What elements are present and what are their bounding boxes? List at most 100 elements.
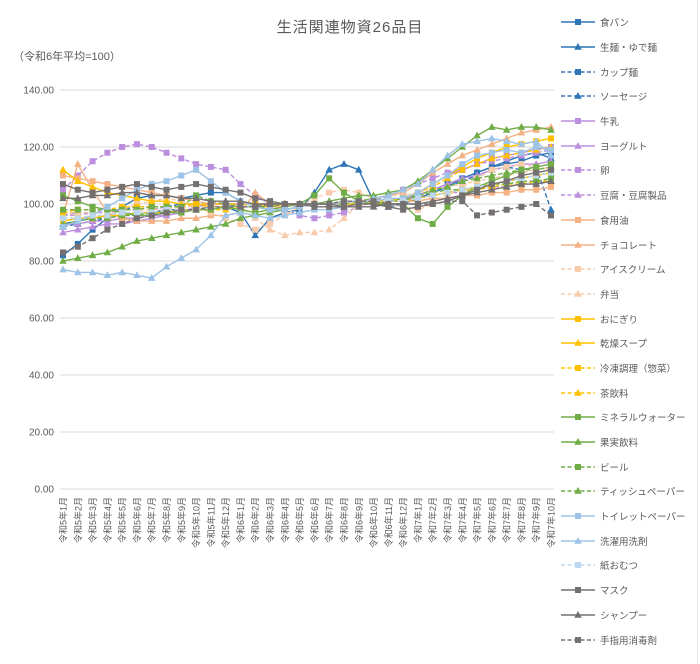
legend-marker-icon — [561, 513, 595, 520]
data-point-triangle — [532, 123, 541, 130]
data-point-square — [488, 166, 495, 173]
x-tick-label: 令和6年7月 — [324, 497, 335, 543]
data-point-triangle — [103, 219, 112, 227]
data-point-square — [207, 189, 214, 196]
data-point-square — [575, 19, 581, 26]
x-tick-label: 令和7年1月 — [412, 497, 423, 543]
data-point-triangle — [59, 194, 67, 202]
data-point-square — [104, 226, 111, 233]
data-point-triangle — [458, 191, 467, 199]
data-point-square — [503, 189, 510, 196]
data-point-square — [459, 161, 466, 168]
legend-marker-icon — [561, 315, 595, 322]
data-point-square — [104, 212, 111, 219]
x-tick-label: 令和6年6月 — [309, 497, 320, 543]
x-tick-label: 令和7年2月 — [427, 497, 438, 543]
data-point-square — [148, 203, 155, 210]
legend-marker-icon — [561, 487, 595, 495]
data-point-triangle — [73, 225, 82, 233]
legend-label: アイスクリーム — [600, 265, 666, 277]
legend-marker-icon — [561, 562, 595, 569]
data-point-square — [163, 209, 170, 216]
data-point-square — [237, 181, 244, 188]
data-point-square — [326, 175, 333, 182]
data-point-square — [119, 220, 126, 227]
data-point-triangle — [443, 151, 452, 159]
x-tick-label: 令和7年5月 — [472, 497, 483, 543]
data-point-square — [488, 189, 495, 196]
data-point-triangle — [488, 154, 496, 162]
data-point-triangle — [574, 191, 582, 198]
data-point-square — [575, 364, 581, 371]
x-tick-label: 令和6年8月 — [338, 497, 349, 543]
data-point-triangle — [147, 197, 156, 204]
data-point-triangle — [488, 134, 496, 142]
legend-item-乾燥スープ: 乾燥スープ — [560, 331, 698, 356]
data-point-triangle — [73, 194, 82, 202]
data-point-triangle — [574, 141, 582, 149]
data-point-triangle — [574, 289, 582, 297]
data-point-square — [503, 163, 510, 170]
data-point-square — [222, 215, 229, 222]
data-point-triangle — [384, 191, 393, 199]
data-point-triangle — [266, 214, 274, 222]
legend-label: 洗濯用洗剤 — [600, 536, 648, 548]
legend-label: 生麺・ゆで麺 — [600, 43, 658, 55]
series-line — [62, 200, 552, 254]
legend-marker-icon — [561, 636, 595, 643]
data-point-square — [252, 226, 259, 233]
data-point-square — [60, 181, 66, 188]
x-tick-label: 令和6年10月 — [368, 497, 379, 548]
data-point-triangle — [443, 160, 452, 167]
x-tick-label: 令和7年7月 — [501, 497, 512, 543]
legend-label: ミネラルウォーター — [600, 413, 686, 425]
legend-label: ビール — [600, 462, 629, 474]
legend-item-卵: 卵 — [560, 158, 698, 183]
y-tick-label: 0.00 — [35, 485, 55, 496]
data-point-square — [474, 192, 481, 199]
data-point-triangle — [502, 137, 511, 145]
data-point-square — [74, 206, 81, 213]
data-point-square — [237, 203, 244, 210]
data-point-square — [133, 141, 140, 148]
data-point-triangle — [147, 191, 156, 199]
legend-item-チョコレート: チョコレート — [560, 232, 698, 257]
data-point-triangle — [251, 211, 260, 219]
data-point-square — [533, 201, 540, 207]
data-point-square — [222, 166, 229, 173]
legend-item-シャンプー: シャンプー — [560, 603, 698, 628]
data-point-square — [503, 206, 510, 213]
data-point-square — [104, 181, 111, 188]
data-point-triangle — [103, 248, 112, 256]
data-point-square — [518, 149, 525, 156]
data-point-triangle — [399, 185, 407, 193]
data-point-square — [163, 178, 170, 185]
data-point-square — [488, 149, 495, 156]
data-point-square — [340, 189, 347, 196]
data-point-square — [60, 172, 66, 179]
data-point-square — [518, 161, 525, 168]
data-point-square — [104, 186, 111, 193]
x-tick-label: 令和6年5月 — [294, 497, 305, 543]
data-point-triangle — [162, 191, 171, 199]
data-point-square — [281, 206, 288, 213]
data-point-square — [444, 189, 451, 196]
data-point-triangle — [162, 231, 171, 239]
legend-marker-icon — [561, 610, 595, 618]
x-tick-label: 令和5年1月 — [58, 497, 69, 543]
legend-item-おにぎり: おにぎり — [560, 306, 698, 331]
data-point-triangle — [147, 234, 156, 241]
data-point-triangle — [547, 125, 555, 133]
data-point-triangle — [547, 177, 555, 184]
x-tick-label: 令和6年3月 — [265, 497, 276, 543]
data-point-square — [533, 149, 540, 156]
data-point-square — [193, 161, 200, 168]
data-point-square — [429, 175, 436, 182]
data-point-square — [414, 189, 421, 196]
legend-item-洗濯用洗剤: 洗濯用洗剤 — [560, 528, 698, 553]
legend: 食パン 生麺・ゆで麺 カップ麺 ソーセージ 牛乳 ヨーグルト卵豆腐・豆腐製品 食用油 チョコレ… — [560, 10, 698, 652]
data-point-triangle — [340, 202, 348, 210]
data-point-square — [311, 201, 318, 207]
legend-label: 手指用消毒剤 — [600, 635, 658, 647]
